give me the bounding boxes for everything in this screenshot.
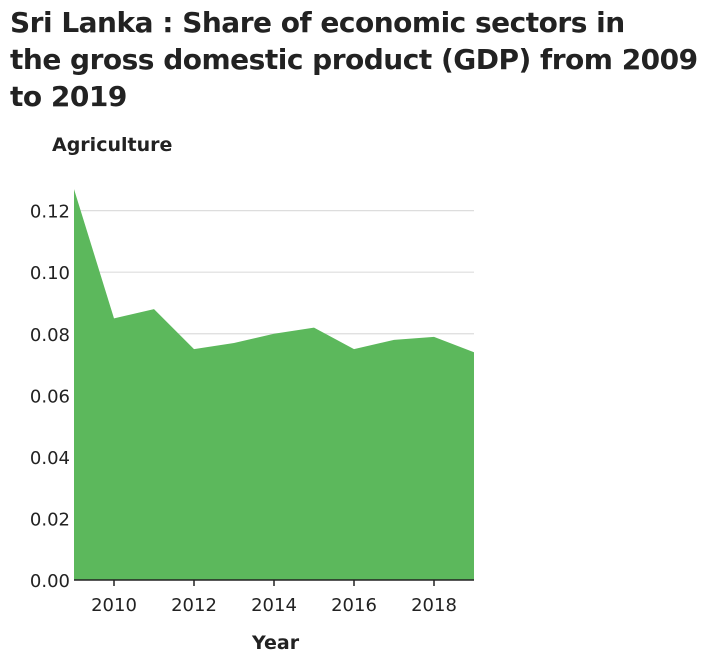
chart-title-line-2: the gross domestic product (GDP) from 20… <box>10 43 698 76</box>
area-fill <box>74 189 474 580</box>
y-tick-label-0.10: 0.10 <box>30 263 70 284</box>
y-tick-label-0.06: 0.06 <box>30 386 70 407</box>
y-tick-label-0.02: 0.02 <box>30 509 70 530</box>
axes <box>74 579 474 586</box>
x-tick-label-2010: 2010 <box>91 595 137 616</box>
area-series <box>74 189 474 580</box>
y-axis-label: Agriculture <box>52 134 173 156</box>
chart-title-line-3: to 2019 <box>10 80 127 113</box>
x-tick-label-2014: 2014 <box>251 595 297 616</box>
x-axis-label: Year <box>252 632 300 654</box>
y-tick-label-0.08: 0.08 <box>30 325 70 346</box>
y-tick-label-0.00: 0.00 <box>30 571 70 592</box>
chart-title: Sri Lanka : Share of economic sectors in… <box>10 4 722 115</box>
y-tick-label-0.04: 0.04 <box>30 448 70 469</box>
x-tick-label-2016: 2016 <box>331 595 377 616</box>
y-tick-label-0.12: 0.12 <box>30 202 70 223</box>
x-tick-labels: 2010 2012 2014 2016 2018 <box>91 595 457 616</box>
y-tick-labels: 0.00 0.02 0.04 0.06 0.08 0.10 0.12 <box>30 202 70 592</box>
x-tick-label-2018: 2018 <box>411 595 457 616</box>
x-tick-label-2012: 2012 <box>171 595 217 616</box>
chart-title-line-1: Sri Lanka : Share of economic sectors in <box>10 6 625 39</box>
